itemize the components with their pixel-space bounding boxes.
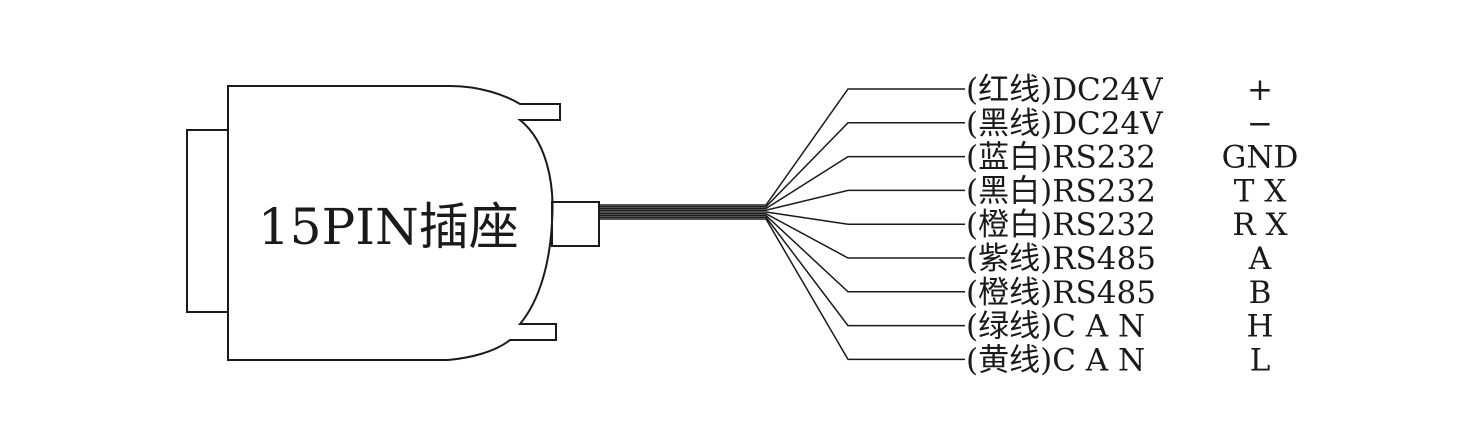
wire-label: (紫线)RS485 — [966, 241, 1156, 277]
wire-line — [599, 155, 965, 210]
wire-signal: H — [1246, 309, 1273, 345]
wire-line — [599, 218, 965, 361]
wire-line — [599, 216, 965, 327]
wire-line — [599, 189, 965, 211]
wire-line — [599, 211, 965, 225]
wire-line — [599, 88, 965, 206]
wire-signal: B — [1249, 275, 1272, 311]
wire-signal: R X — [1232, 207, 1287, 243]
wire-label: (蓝白)RS232 — [966, 140, 1156, 176]
cable-sleeve — [551, 201, 600, 247]
wire-signal: + — [1247, 72, 1273, 108]
wire-label: (橙白)RS232 — [966, 207, 1156, 243]
wire-signal: L — [1250, 342, 1271, 378]
wire-signal: A — [1248, 241, 1272, 277]
wire-line — [599, 214, 965, 293]
wire-label: (黄线)C A N — [966, 342, 1145, 378]
connector-body: 15PIN插座 — [186, 85, 600, 361]
connector-label: 15PIN插座 — [258, 198, 519, 256]
wire-label: (橙线)RS485 — [966, 275, 1156, 311]
connector-flange — [186, 129, 229, 313]
wire-signal: − — [1247, 106, 1273, 142]
wire-labels-group: (红线)DC24V + (黑线)DC24V − (蓝白)RS232 GND (黑白)RS23… — [966, 72, 1298, 378]
wire-label: (红线)DC24V — [966, 72, 1163, 108]
wire-label: (绿线)C A N — [966, 309, 1145, 345]
wire-label: (黑线)DC24V — [966, 106, 1163, 142]
wire-signal: T X — [1234, 173, 1287, 209]
wire-signal: GND — [1222, 140, 1299, 176]
wire-label: (黑白)RS232 — [966, 173, 1156, 209]
wires-group — [599, 88, 965, 361]
wire-line — [599, 213, 965, 259]
wire-line — [599, 122, 965, 208]
